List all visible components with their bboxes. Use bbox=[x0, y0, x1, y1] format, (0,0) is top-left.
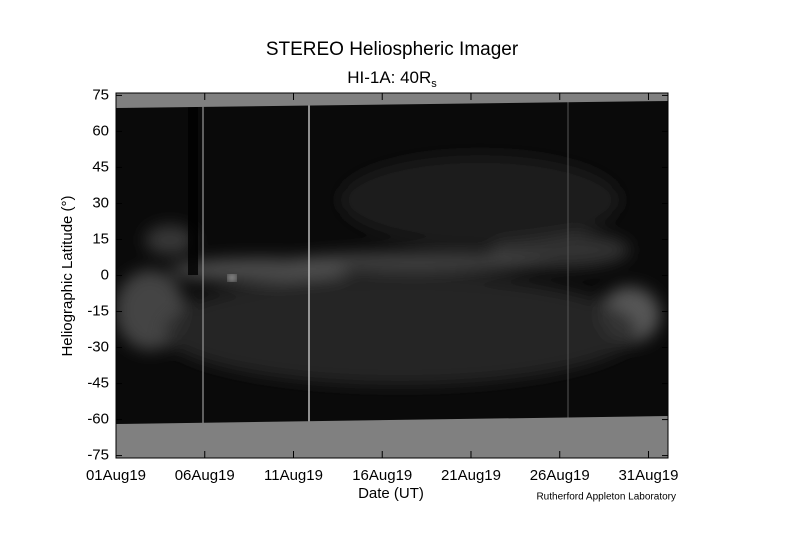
credit: Rutherford Appleton Laboratory bbox=[536, 492, 676, 503]
x-tick-label: 11Aug19 bbox=[264, 467, 323, 484]
x-axis-label: Date (UT) bbox=[358, 485, 424, 502]
x-tick-label: 01Aug19 bbox=[86, 467, 146, 484]
y-tick-label: -30 bbox=[87, 339, 109, 356]
y-tick-label: -75 bbox=[87, 447, 109, 464]
y-tick-label: 75 bbox=[92, 86, 109, 103]
y-tick-label: -60 bbox=[87, 411, 109, 428]
chart-title: STEREO Heliospheric Imager bbox=[266, 39, 519, 60]
chart-subtitle: HI-1A: 40Rs bbox=[347, 68, 437, 89]
y-tick-label: 45 bbox=[92, 158, 109, 175]
subtitle-text: HI-1A: 40R bbox=[347, 68, 431, 87]
x-tick-label: 21Aug19 bbox=[441, 467, 501, 484]
y-tick-label: -45 bbox=[87, 375, 109, 392]
y-tick-label: 30 bbox=[92, 194, 109, 211]
y-tick-label: 60 bbox=[92, 122, 109, 139]
subtitle-subscript: s bbox=[431, 78, 437, 90]
image bbox=[116, 93, 668, 458]
y-tick-label: -15 bbox=[87, 302, 109, 319]
image-features bbox=[116, 155, 660, 385]
y-tick-label: 0 bbox=[101, 266, 109, 283]
y-axis-label: Heliographic Latitude (°) bbox=[59, 195, 76, 356]
x-tick-label: 26Aug19 bbox=[530, 467, 590, 484]
x-tick-label: 16Aug19 bbox=[352, 467, 412, 484]
x-tick-label: 06Aug19 bbox=[175, 467, 235, 484]
x-tick-label: 31Aug19 bbox=[618, 467, 678, 484]
y-tick-label: 15 bbox=[92, 230, 109, 247]
